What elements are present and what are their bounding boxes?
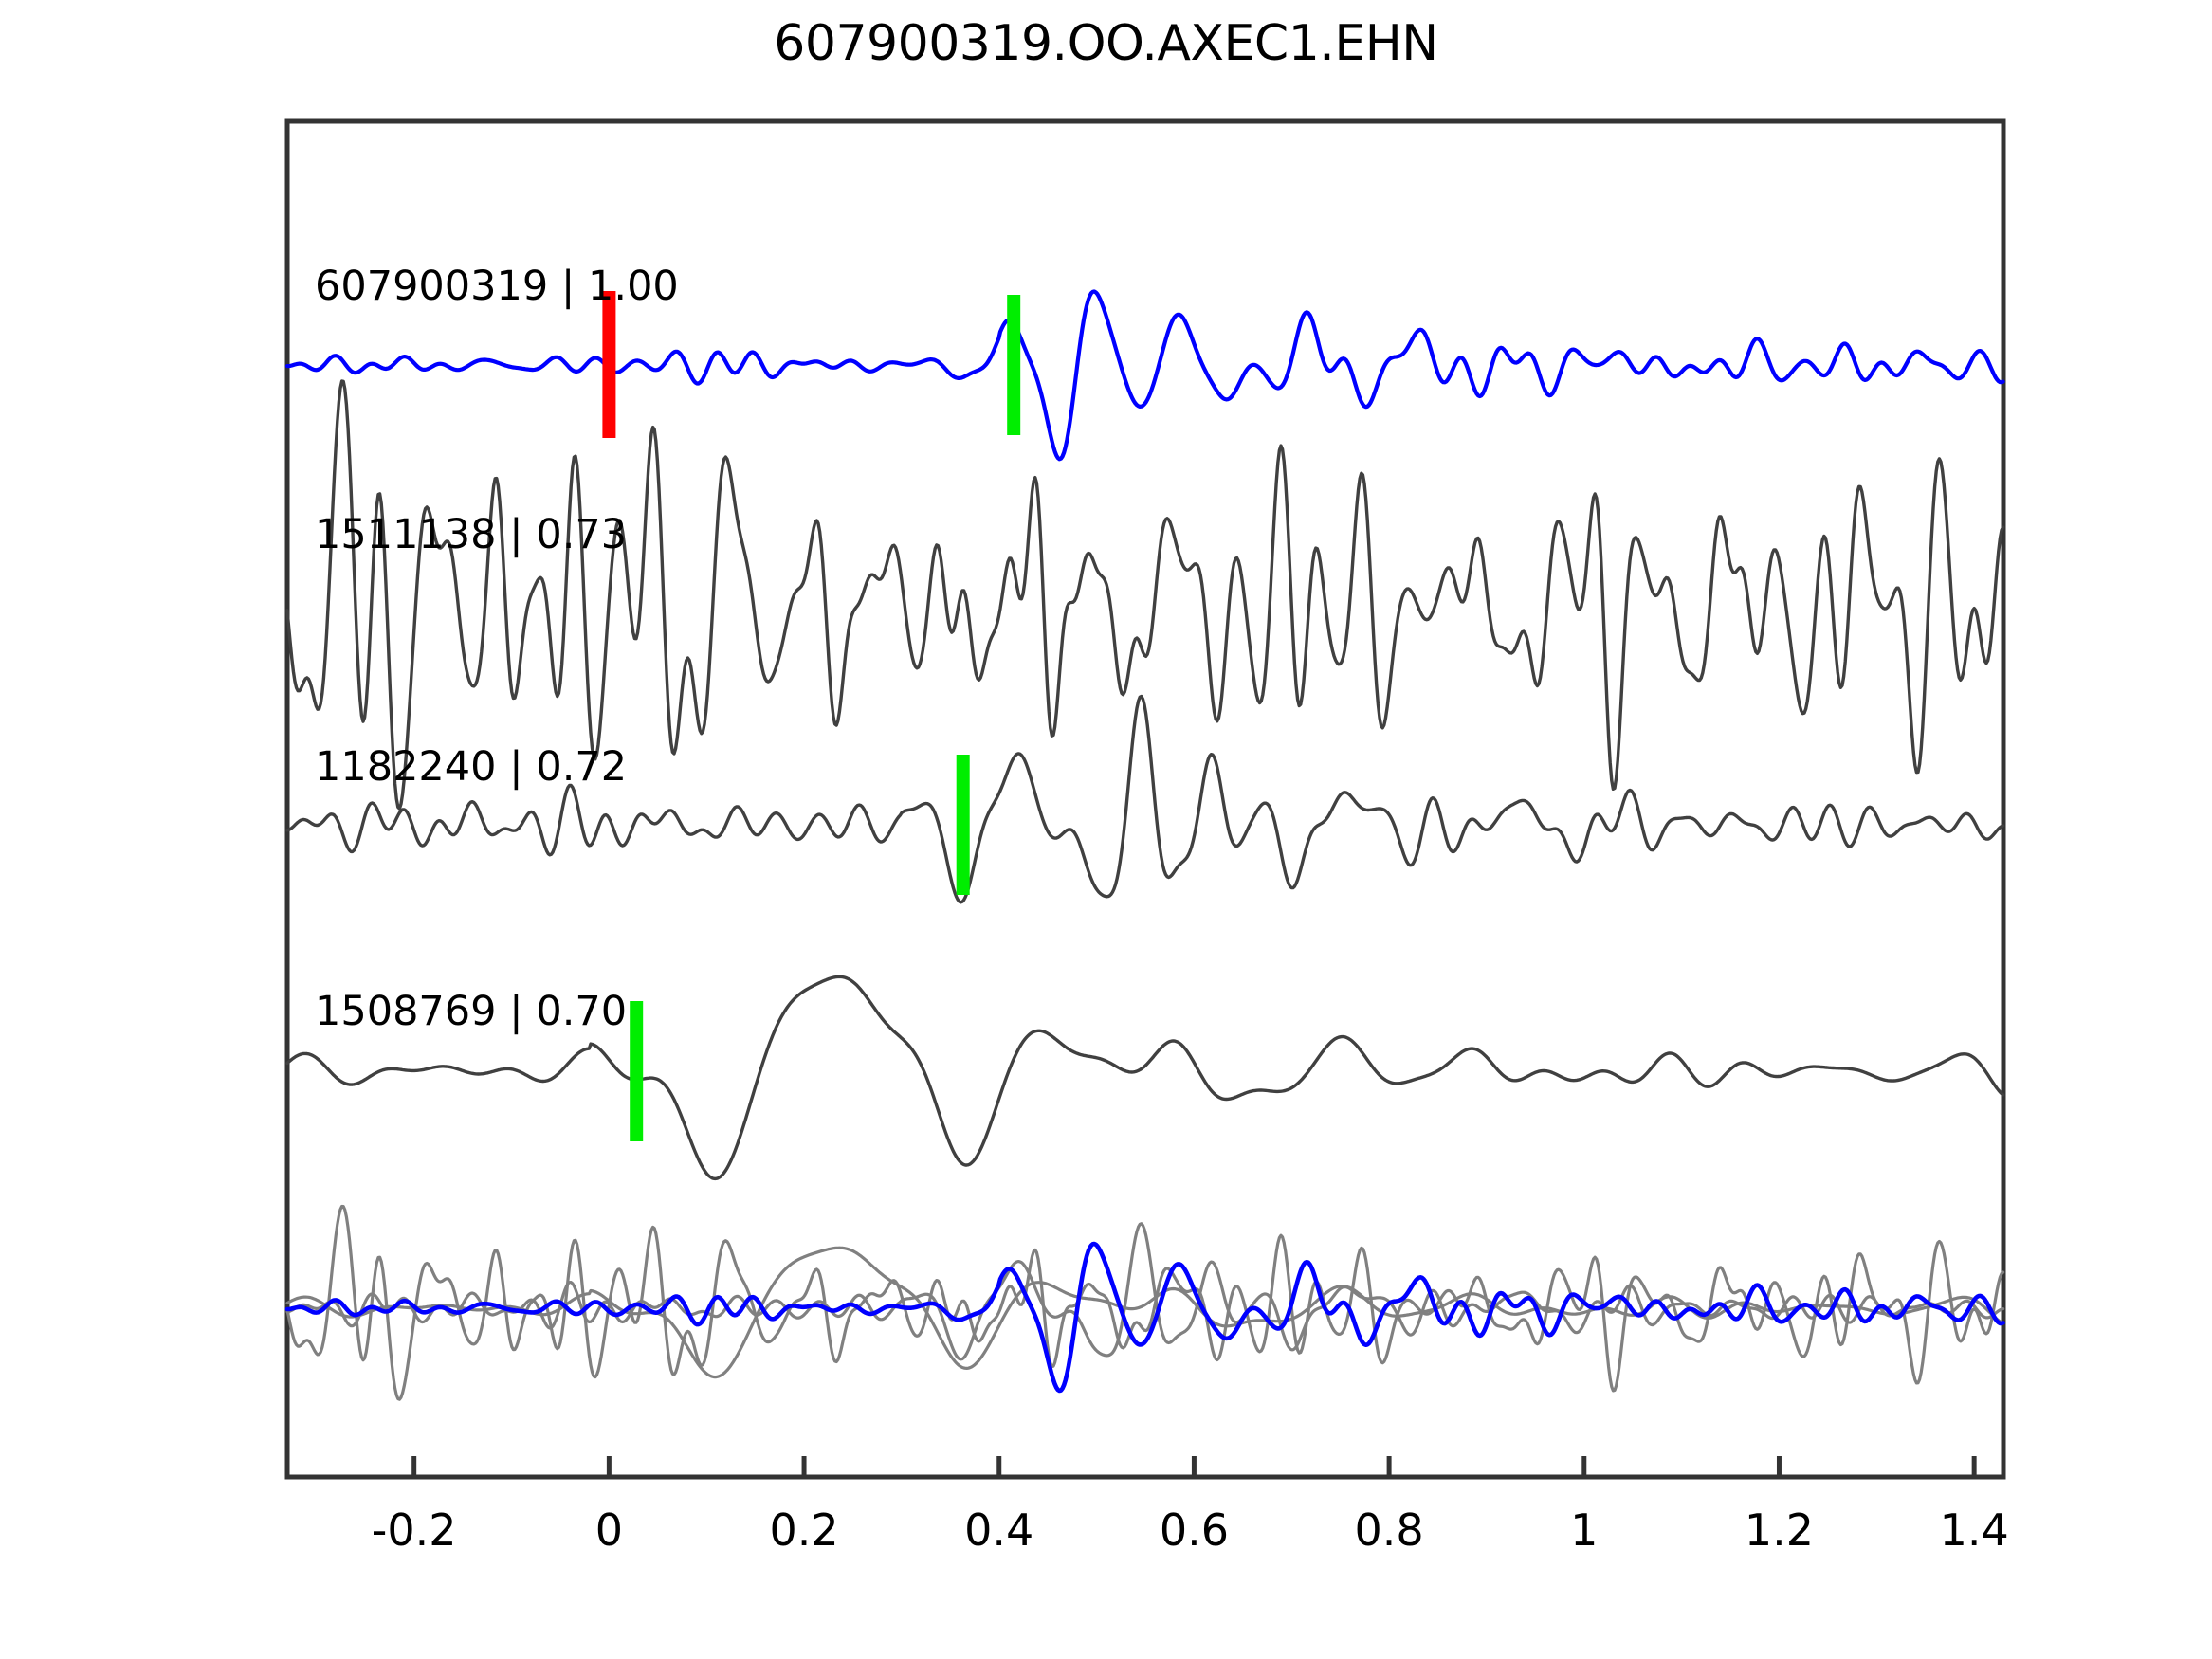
trace-label-1182240: 1182240 | 0.72 — [315, 743, 627, 791]
pick-marker — [956, 755, 970, 895]
marker-group — [602, 291, 1021, 1141]
page-title: 607900319.OO.AXEC1.EHN — [774, 15, 1438, 72]
pick-marker — [1007, 295, 1021, 435]
overlay-trace-1511138 — [285, 1204, 2005, 1401]
trace-label-1508769: 1508769 | 0.70 — [315, 988, 627, 1035]
overlay-trace-1508769 — [285, 1246, 2005, 1379]
pick-marker — [630, 1001, 644, 1141]
x-tick-label: 0 — [595, 1504, 623, 1556]
trace-group — [284, 289, 2005, 1401]
trace-label-607900319: 607900319 | 1.00 — [315, 263, 679, 310]
x-tick-label: 0.2 — [769, 1504, 838, 1556]
x-tick-label: 1.4 — [1940, 1504, 2009, 1556]
trace-label-group: 607900319 | 1.00 1511138 | 0.73 1182240 | … — [315, 263, 679, 1035]
overlay-trace-1182240 — [285, 1222, 2005, 1361]
waveform-trace-607900319 — [284, 289, 2005, 462]
x-axis-ticks: -0.2 0 0.2 0.4 0.6 0.8 1 1.2 1.4 — [372, 1456, 2009, 1556]
plot-frame — [284, 118, 2006, 1480]
trace-label-1511138: 1511138 | 0.73 — [315, 511, 627, 558]
waveform-trace-1182240 — [285, 694, 2005, 904]
x-tick-label: -0.2 — [372, 1504, 457, 1556]
overlay-trace-607900319 — [284, 1241, 2005, 1394]
x-tick-label: 0.4 — [964, 1504, 1033, 1556]
x-tick-label: 1.2 — [1745, 1504, 1814, 1556]
waveform-trace-1508769 — [285, 975, 2005, 1181]
origin-marker — [602, 291, 616, 438]
x-tick-label: 1 — [1570, 1504, 1598, 1556]
x-tick-label: 0.8 — [1355, 1504, 1424, 1556]
x-tick-label: 0.6 — [1160, 1504, 1229, 1556]
waveform-trace-1511138 — [285, 379, 2005, 811]
